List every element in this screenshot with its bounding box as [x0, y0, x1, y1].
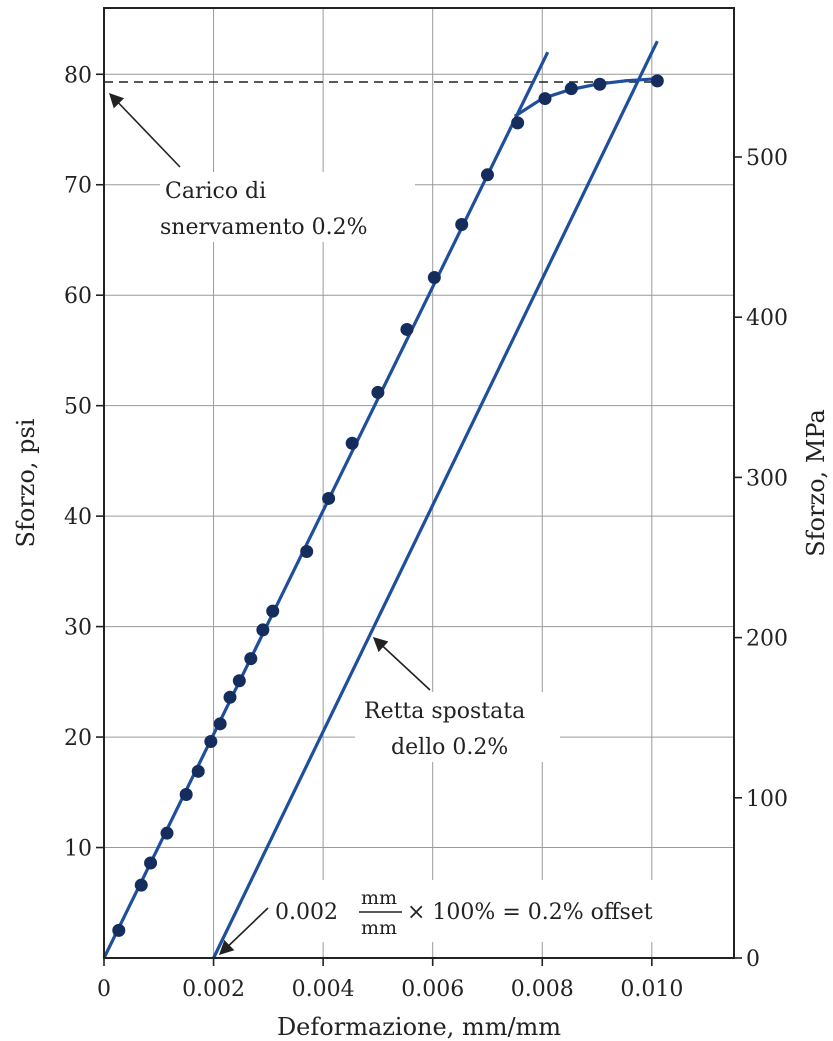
offset-label-bg: [355, 692, 560, 762]
data-point: [204, 734, 218, 748]
yield-label-bg: [160, 172, 415, 242]
y-tick-label-left: 30: [64, 616, 92, 641]
y-tick-label-left: 10: [64, 837, 92, 862]
y-axis-title-right: Sforzo, MPa: [802, 409, 830, 557]
data-point: [538, 92, 552, 106]
x-tick-label: 0.006: [401, 977, 464, 1002]
data-point: [191, 764, 205, 778]
data-point: [564, 82, 578, 96]
data-point: [593, 77, 607, 91]
annotations: Carico di snervamento 0.2% Retta spostat…: [109, 92, 704, 955]
formula-value: 0.002: [275, 900, 338, 925]
data-point: [266, 604, 280, 618]
y-tick-label-left: 80: [64, 63, 92, 88]
data-point: [232, 674, 246, 688]
data-point: [112, 923, 126, 937]
data-point: [144, 856, 158, 870]
data-point: [160, 826, 174, 840]
y-tick-label-right: 0: [746, 947, 760, 972]
data-point: [427, 271, 441, 285]
data-point: [400, 322, 414, 336]
grid: [104, 8, 734, 958]
formula-denominator: mm: [361, 917, 397, 939]
data-point: [650, 74, 664, 88]
data-point: [300, 544, 314, 558]
data-point: [511, 116, 525, 130]
tick-labels: 0 0.002 0.004 0.006 0.008 0.010 10 20 30 40 50 60 70…: [64, 63, 788, 1002]
plot-area: [102, 40, 664, 959]
formula-numerator: mm: [361, 887, 397, 909]
x-tick-label: 0: [97, 977, 111, 1002]
data-point: [179, 788, 193, 802]
data-point: [345, 436, 359, 450]
data-point: [223, 690, 237, 704]
ticks: [96, 73, 742, 966]
y-tick-label-left: 20: [64, 726, 92, 751]
x-tick-label: 0.010: [620, 977, 683, 1002]
data-point: [134, 878, 148, 892]
data-point: [455, 218, 469, 232]
data-point: [244, 652, 258, 666]
x-axis-title: Deformazione, mm/mm: [277, 1013, 561, 1041]
y-tick-label-right: 100: [746, 787, 788, 812]
y-tick-label-left: 70: [64, 174, 92, 199]
y-tick-label-left: 60: [64, 284, 92, 309]
data-point: [371, 385, 385, 399]
yield-arrow: [109, 92, 181, 168]
formula-bg: [268, 880, 704, 942]
offset-label-line2: dello 0.2%: [391, 735, 508, 760]
data-point: [480, 168, 494, 182]
y-tick-label-right: 400: [746, 306, 788, 331]
data-point: [322, 491, 336, 505]
y-tick-label-right: 200: [746, 627, 788, 652]
yield-label-line2: snervamento 0.2%: [160, 215, 368, 240]
offset-arrow: [372, 637, 431, 691]
plot-frame: [103, 7, 735, 959]
plastic-fit-curve: [514, 77, 658, 118]
yield-label-line1: Carico di: [165, 179, 266, 204]
y-tick-label-right: 500: [746, 146, 788, 171]
offset-label-line1: Retta spostata: [364, 699, 525, 724]
formula-arrow: [218, 907, 269, 955]
y-axis-title-left: Sforzo, psi: [12, 418, 40, 547]
formula-rest: × 100% = 0.2% offset: [407, 900, 653, 925]
data-point: [213, 717, 227, 731]
x-tick-label: 0.004: [292, 977, 355, 1002]
y-tick-label-left: 50: [64, 395, 92, 420]
offset-line: [212, 40, 659, 959]
x-tick-label: 0.002: [182, 977, 245, 1002]
y-tick-label-right: 300: [746, 466, 788, 491]
y-tick-label-left: 40: [64, 505, 92, 530]
elastic-line: [102, 51, 550, 959]
data-point: [256, 623, 270, 637]
x-tick-label: 0.008: [511, 977, 574, 1002]
